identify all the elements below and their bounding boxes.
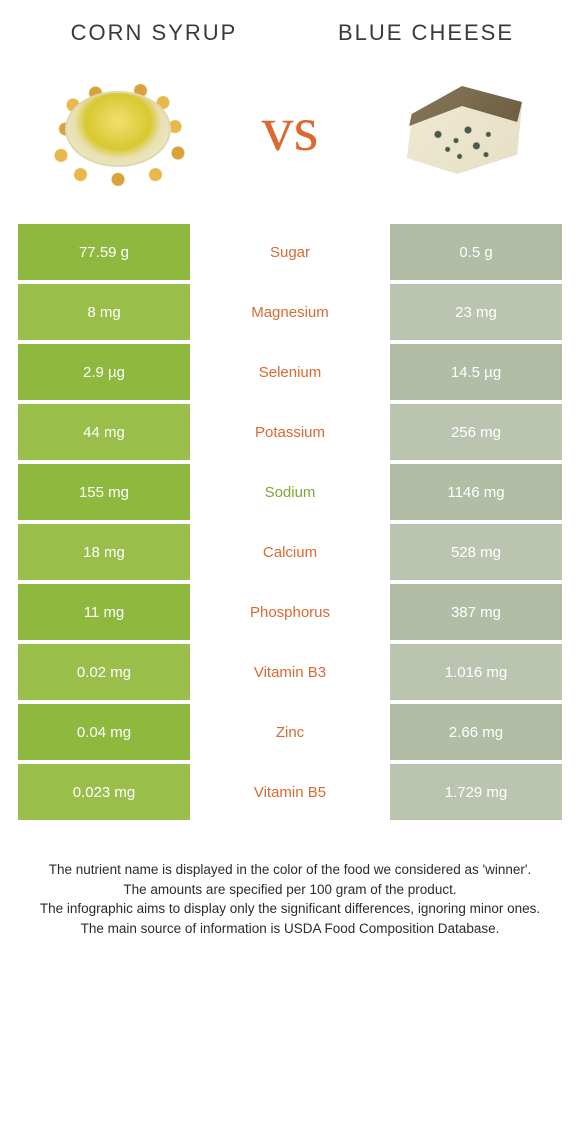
table-row: 8 mgMagnesium23 mg	[18, 284, 562, 340]
titles-row: CORN SYRUP BLUE CHEESE	[18, 20, 562, 46]
nutrient-label: Vitamin B3	[190, 644, 390, 700]
hero-row: vs	[18, 64, 562, 224]
table-row: 155 mgSodium1146 mg	[18, 464, 562, 520]
footnote-line: The infographic aims to display only the…	[24, 899, 556, 919]
right-value: 387 mg	[390, 584, 562, 640]
left-value: 77.59 g	[18, 224, 190, 280]
right-food-title: BLUE CHEESE	[290, 20, 562, 46]
nutrient-label: Calcium	[190, 524, 390, 580]
footnote-line: The nutrient name is displayed in the co…	[24, 860, 556, 880]
left-value: 18 mg	[18, 524, 190, 580]
table-row: 0.023 mgVitamin B51.729 mg	[18, 764, 562, 820]
corn-syrup-icon	[43, 69, 193, 189]
nutrient-label: Sugar	[190, 224, 390, 280]
nutrient-label: Potassium	[190, 404, 390, 460]
left-value: 8 mg	[18, 284, 190, 340]
right-food-image	[382, 64, 542, 194]
nutrient-label: Vitamin B5	[190, 764, 390, 820]
footnote-line: The main source of information is USDA F…	[24, 919, 556, 939]
right-value: 256 mg	[390, 404, 562, 460]
left-value: 0.04 mg	[18, 704, 190, 760]
left-food-image	[38, 64, 198, 194]
left-value: 0.023 mg	[18, 764, 190, 820]
footnotes: The nutrient name is displayed in the co…	[18, 860, 562, 938]
right-value: 528 mg	[390, 524, 562, 580]
right-value: 2.66 mg	[390, 704, 562, 760]
right-value: 0.5 g	[390, 224, 562, 280]
table-row: 18 mgCalcium528 mg	[18, 524, 562, 580]
right-value: 1.729 mg	[390, 764, 562, 820]
table-row: 77.59 gSugar0.5 g	[18, 224, 562, 280]
nutrient-table: 77.59 gSugar0.5 g8 mgMagnesium23 mg2.9 µ…	[18, 224, 562, 820]
right-value: 1146 mg	[390, 464, 562, 520]
left-value: 44 mg	[18, 404, 190, 460]
nutrient-label: Zinc	[190, 704, 390, 760]
left-value: 11 mg	[18, 584, 190, 640]
vs-label: vs	[262, 92, 319, 166]
table-row: 11 mgPhosphorus387 mg	[18, 584, 562, 640]
nutrient-label: Phosphorus	[190, 584, 390, 640]
table-row: 2.9 µgSelenium14.5 µg	[18, 344, 562, 400]
left-food-title: CORN SYRUP	[18, 20, 290, 46]
nutrient-label: Magnesium	[190, 284, 390, 340]
left-value: 2.9 µg	[18, 344, 190, 400]
table-row: 44 mgPotassium256 mg	[18, 404, 562, 460]
left-value: 155 mg	[18, 464, 190, 520]
blue-cheese-icon	[387, 74, 537, 184]
right-value: 1.016 mg	[390, 644, 562, 700]
left-value: 0.02 mg	[18, 644, 190, 700]
table-row: 0.02 mgVitamin B31.016 mg	[18, 644, 562, 700]
right-value: 14.5 µg	[390, 344, 562, 400]
right-value: 23 mg	[390, 284, 562, 340]
table-row: 0.04 mgZinc2.66 mg	[18, 704, 562, 760]
nutrient-label: Sodium	[190, 464, 390, 520]
nutrient-label: Selenium	[190, 344, 390, 400]
footnote-line: The amounts are specified per 100 gram o…	[24, 880, 556, 900]
